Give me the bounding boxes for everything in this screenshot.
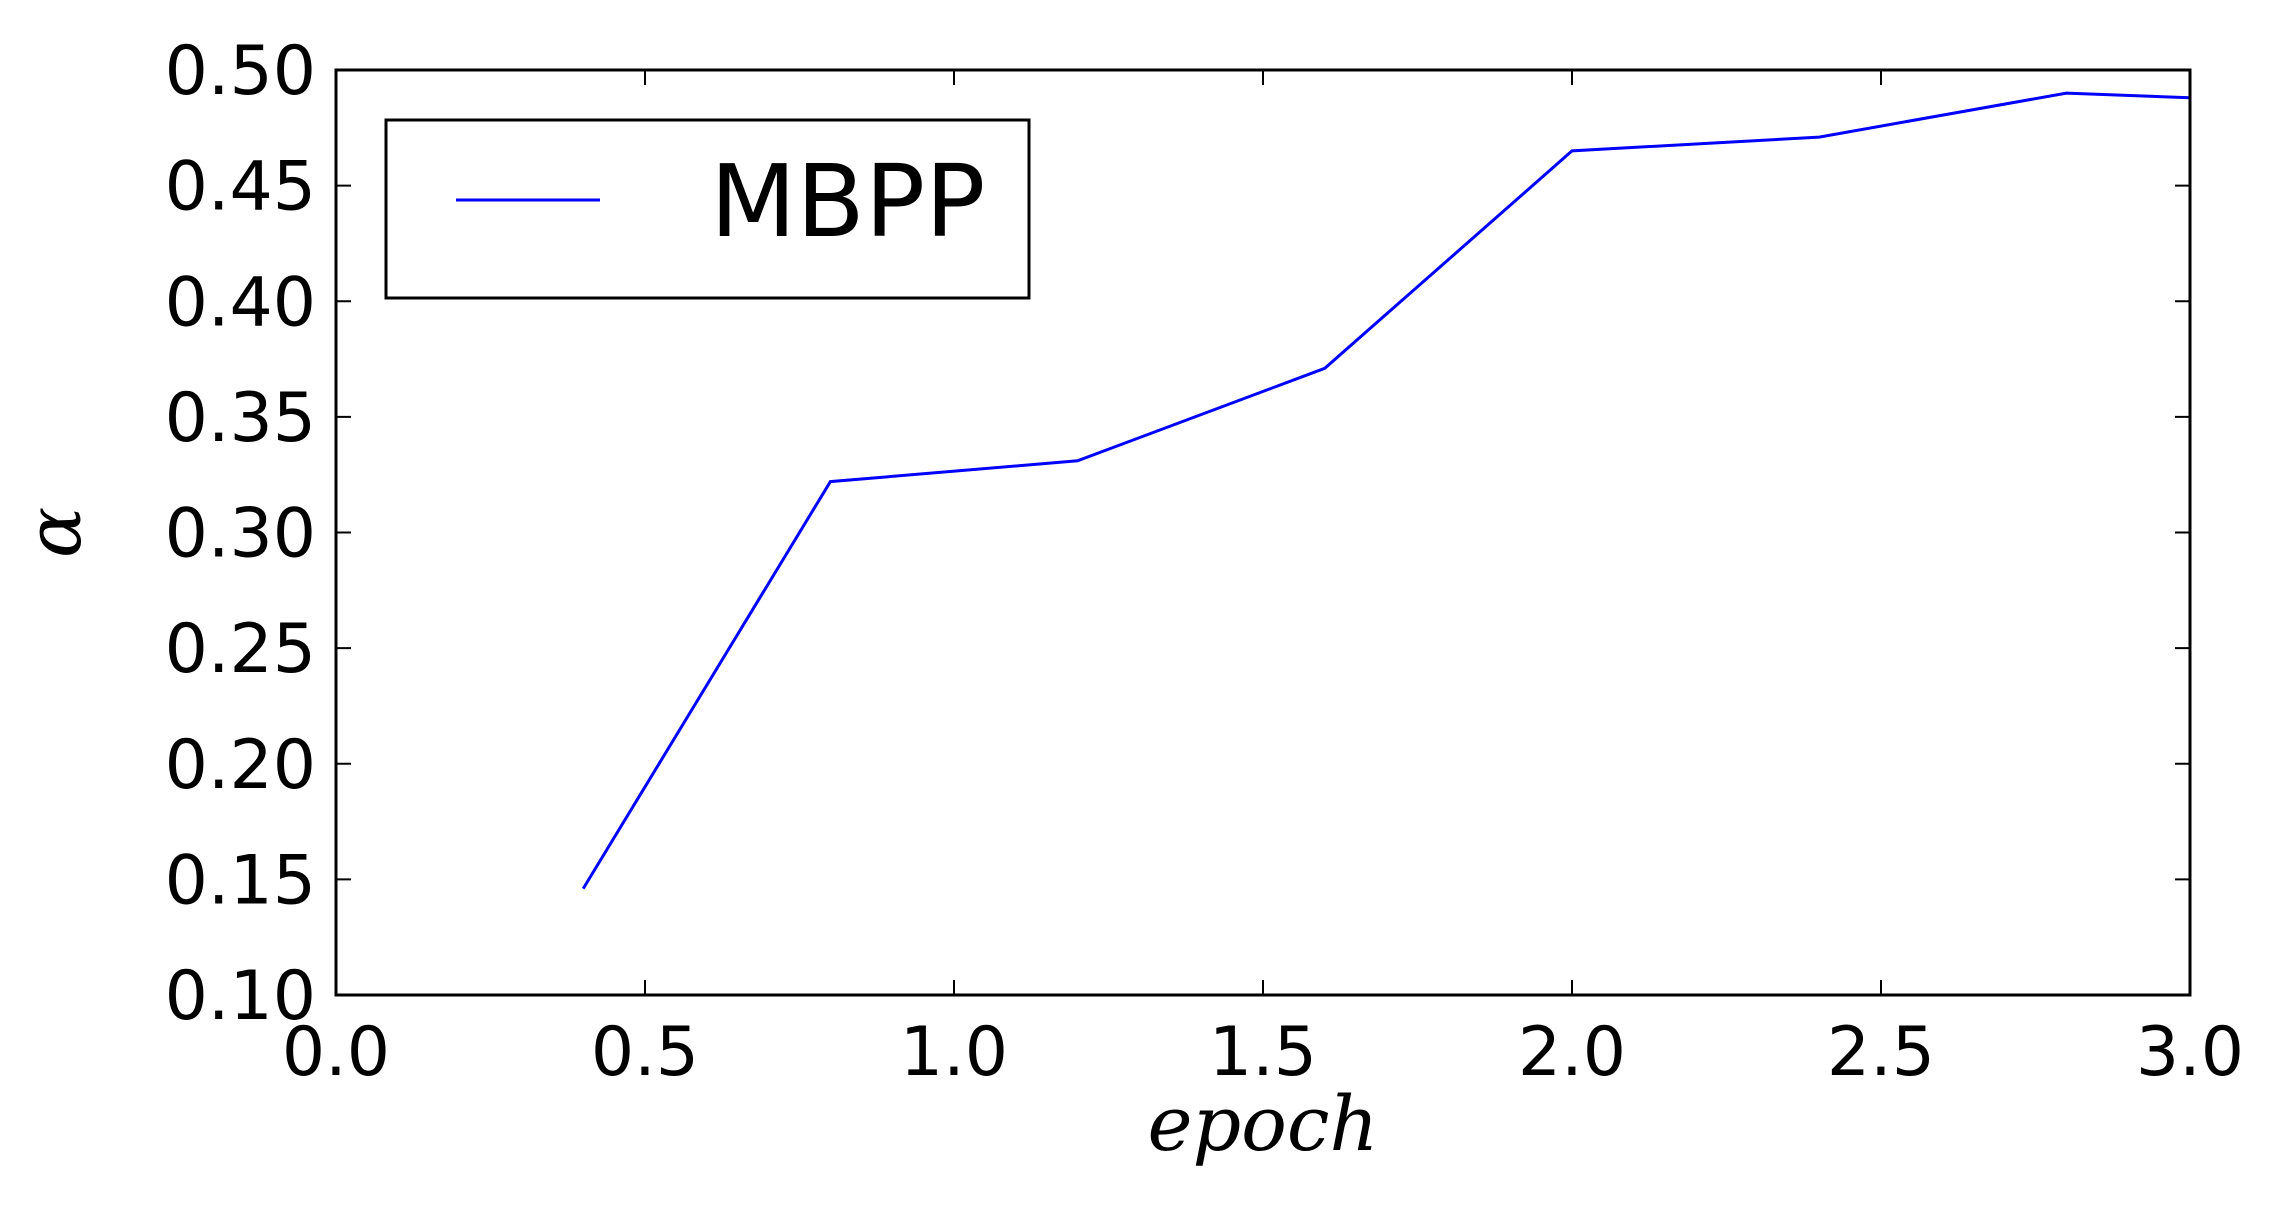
- tick-labels-layer: 0.0 0.5 1.0 1.5 2.0 2.5 3.0 0.10 0.15 0.20 0.25 0.3…: [165, 32, 2244, 1092]
- x-tick-label: 1.5: [1209, 1013, 1317, 1092]
- y-tick-label: 0.20: [165, 726, 316, 805]
- x-tick-label: 2.0: [1518, 1013, 1626, 1092]
- y-tick-label: 0.10: [165, 957, 316, 1036]
- y-axis-label: α: [9, 507, 98, 558]
- series-layer: [581, 91, 2191, 890]
- y-tick-label: 0.35: [165, 379, 316, 458]
- y-tick-label: 0.50: [165, 32, 316, 111]
- y-tick-label: 0.25: [165, 610, 316, 689]
- x-tick-label: 0.5: [591, 1013, 699, 1092]
- series-line-mbpp: [581, 91, 2191, 890]
- legend-box: [384, 118, 1031, 300]
- legend: MBPP: [384, 118, 1031, 300]
- ticks-layer: [335, 69, 2191, 996]
- x-tick-label: 3.0: [2136, 1013, 2244, 1092]
- y-tick-label: 0.40: [165, 263, 316, 342]
- y-tick-label: 0.45: [165, 148, 316, 227]
- y-tick-label: 0.15: [165, 841, 316, 920]
- y-tick-label: 0.30: [165, 495, 316, 574]
- x-axis-label: epoch: [1148, 1079, 1379, 1168]
- x-tick-label: 0.0: [282, 1013, 390, 1092]
- legend-label-mbpp: MBPP: [710, 143, 986, 260]
- x-tick-label: 1.0: [900, 1013, 1008, 1092]
- x-tick-label: 2.5: [1827, 1013, 1935, 1092]
